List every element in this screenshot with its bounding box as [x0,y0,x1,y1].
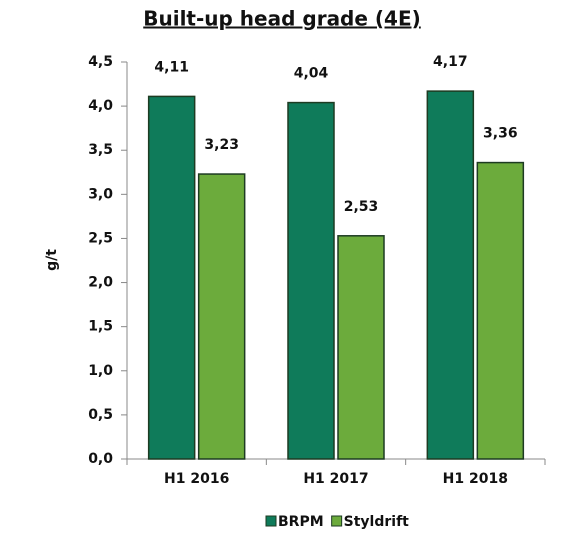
y-tick-label: 3,5 [88,142,113,158]
y-tick-label: 4,0 [88,98,113,114]
legend-swatch [265,515,277,527]
y-tick-label: 2,5 [88,230,113,246]
y-axis-label: g/t [44,249,60,271]
data-label: 4,17 [433,54,468,70]
data-label: 3,36 [483,126,518,142]
data-label: 4,04 [294,66,329,82]
data-label: 4,11 [154,59,189,75]
bar [337,235,385,460]
x-tick-label: H1 2018 [443,471,508,487]
y-tick-label: 1,0 [88,363,113,379]
y-tick-label: 0,5 [88,407,113,423]
bar [426,90,475,460]
y-tick-label: 4,5 [88,54,113,70]
legend-swatch [331,515,343,527]
y-tick-label: 1,5 [88,319,113,335]
y-tick-label: 2,0 [88,275,113,291]
chart-title: Built-up head grade (4E) [143,7,421,31]
data-label: 2,53 [344,199,379,215]
bar [476,161,525,460]
bar [197,173,246,460]
legend-label: Styldrift [344,514,410,530]
bar [147,95,196,460]
y-tick-label: 0,0 [88,451,113,467]
x-tick-label: H1 2017 [303,471,368,487]
x-tick-label: H1 2016 [164,471,229,487]
legend-label: BRPM [278,514,324,530]
y-tick-label: 3,0 [88,186,113,202]
data-label: 3,23 [204,137,239,153]
bar [287,101,335,460]
